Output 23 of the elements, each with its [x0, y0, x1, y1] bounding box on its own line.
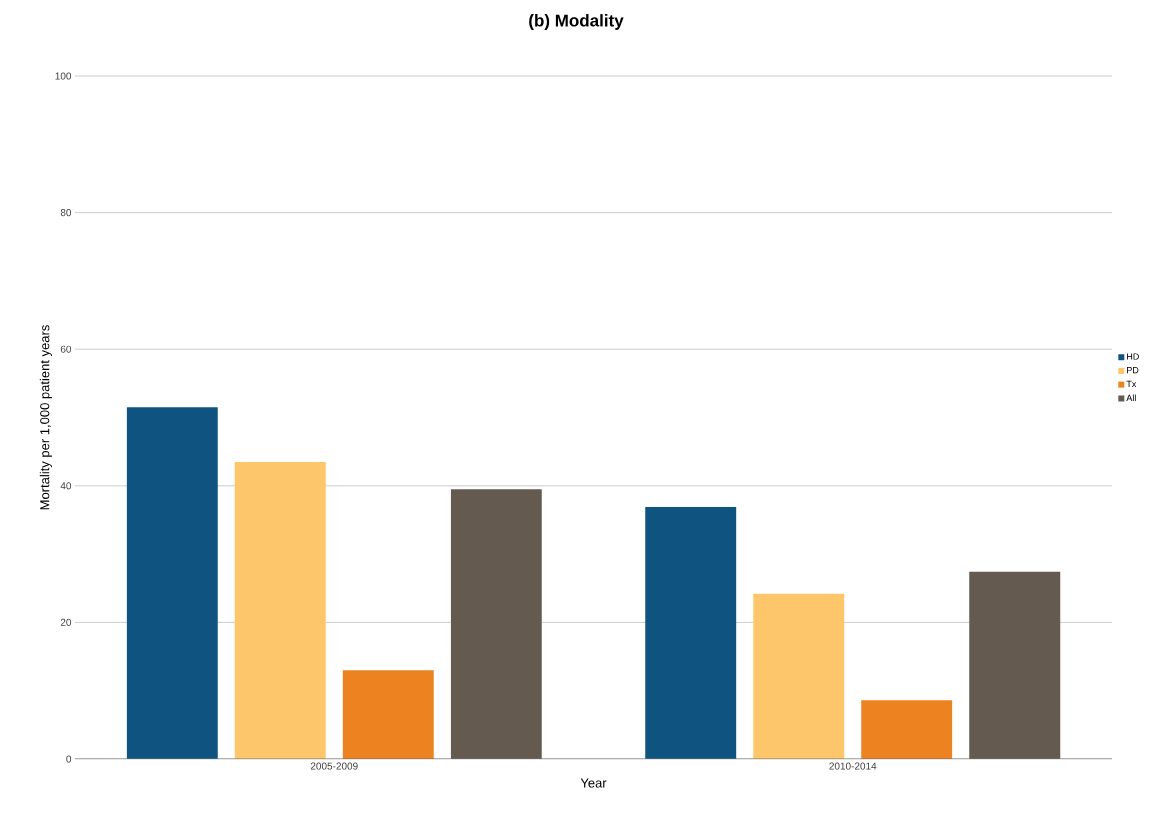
bar: [861, 700, 953, 759]
bar: [342, 670, 434, 759]
y-tick-label: 40: [60, 482, 72, 490]
legend-label: Tx: [1126, 380, 1137, 387]
y-axis-title: Mortality per 1,000 patient years: [39, 325, 52, 510]
bar: [126, 407, 218, 759]
bar: [234, 461, 326, 759]
x-tick-label: 2005-2009: [310, 762, 358, 770]
y-tick-label: 60: [60, 345, 72, 353]
bar: [645, 506, 737, 759]
y-tick-label: 20: [60, 618, 72, 626]
y-tick-label: 80: [60, 209, 72, 217]
legend-label: HD: [1127, 353, 1139, 360]
x-axis-title: Year: [580, 778, 607, 788]
bar: [969, 571, 1061, 759]
y-tick-label: 100: [55, 72, 72, 80]
chart-title: (b) Modality: [529, 14, 624, 30]
y-tick-label: 0: [66, 755, 72, 763]
legend-label: PD: [1127, 367, 1139, 374]
x-tick-label: 2010-2014: [829, 762, 877, 770]
legend-label: All: [1126, 394, 1136, 401]
bar: [450, 489, 542, 759]
bar: [753, 593, 845, 759]
